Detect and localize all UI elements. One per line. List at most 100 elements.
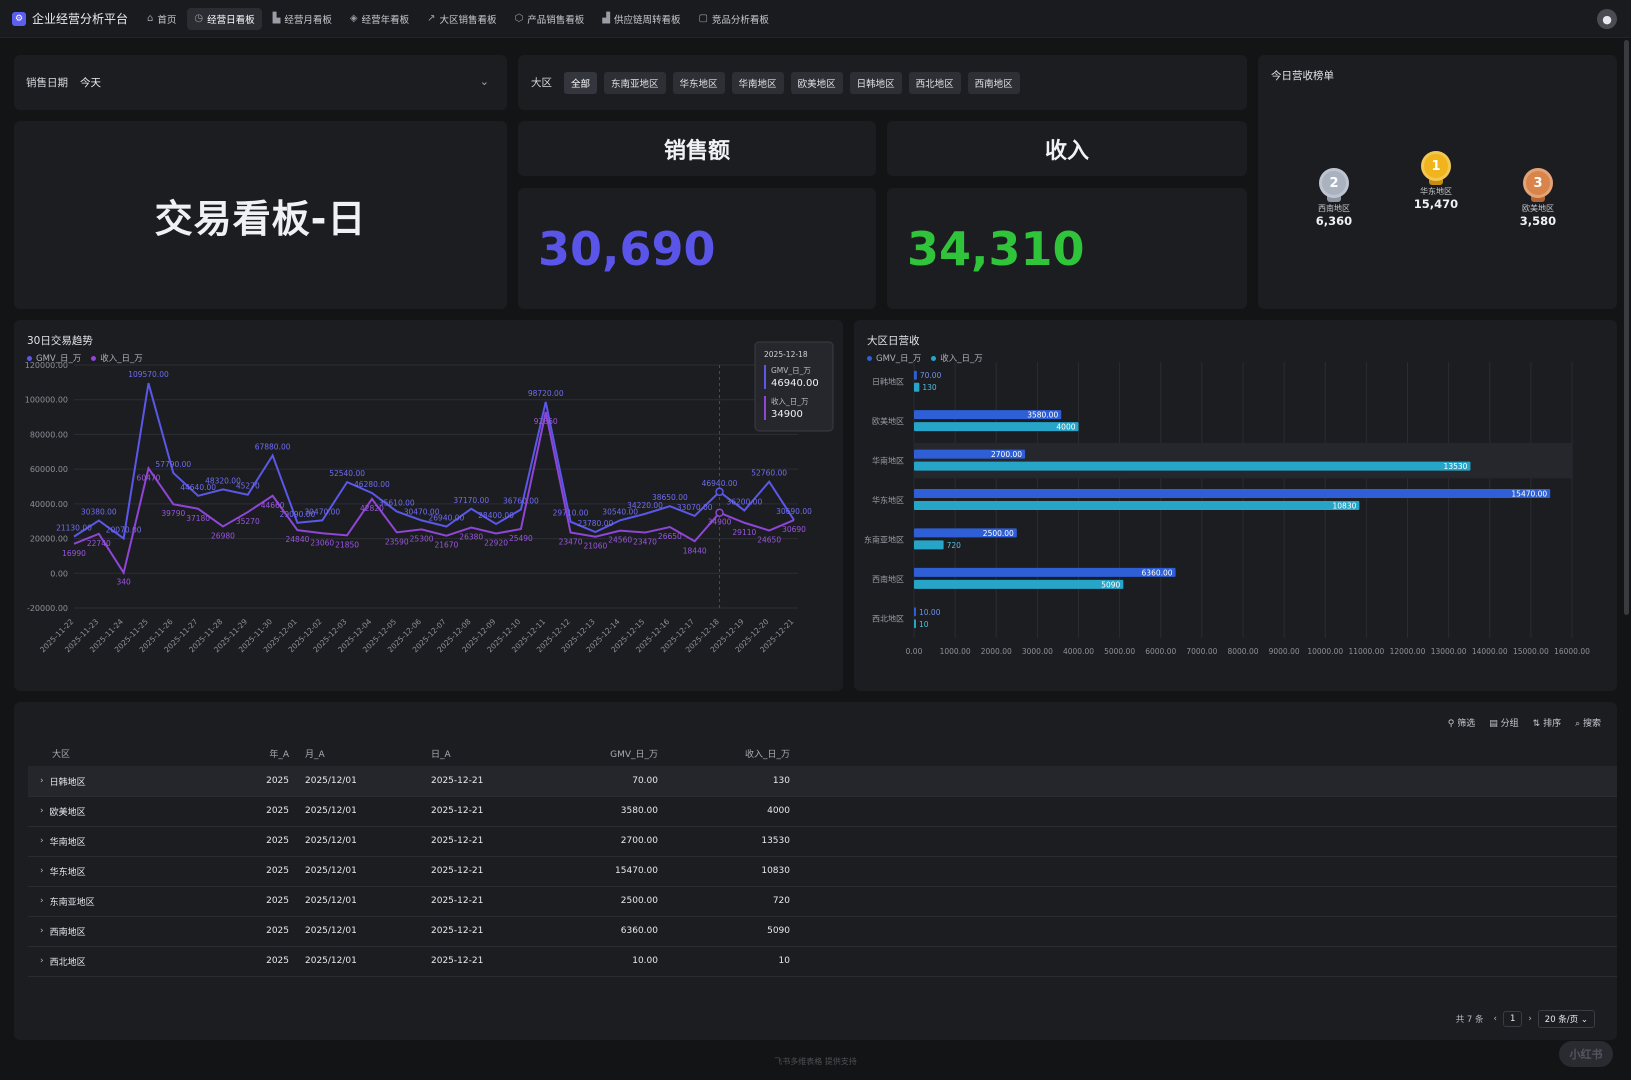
region-chip-jpkr[interactable]: 日韩地区 (849, 71, 902, 94)
income-data-label: 23590 (385, 537, 409, 546)
nav-region-sales[interactable]: ↗ 大区销售看板 (420, 8, 503, 30)
income-bar[interactable] (914, 579, 1124, 589)
rank-third: 3 欧美地区 3,580 (1498, 168, 1578, 228)
rank-second-number: 2 (1329, 175, 1339, 191)
nav-region-label: 大区销售看板 (439, 14, 497, 26)
legend-gmv[interactable]: GMV_日_万 (27, 352, 81, 364)
table-row[interactable]: › 欧美地区 2025 2025/12/01 2025-12-21 3580.00 4000 (28, 796, 1617, 827)
nav-home[interactable]: ⌂ 首页 (140, 8, 183, 30)
x-tick-label: 3000.00 (1022, 647, 1053, 656)
prev-page-icon[interactable]: ‹ (1493, 1014, 1497, 1024)
nav-monthly-dashboard[interactable]: ▙ 经营月看板 (266, 8, 339, 30)
gmv-bar[interactable] (914, 607, 916, 617)
cell-gmv: 2700.00 (620, 836, 658, 846)
nav-product-sales[interactable]: ⬡ 产品销售看板 (507, 8, 591, 30)
gmv-data-label: 38650.00 (652, 493, 688, 502)
trend-line-chart[interactable]: 120000.00 100000.00 80000.00 60000.00 40000.… (14, 320, 843, 691)
table-row[interactable]: › 华东地区 2025 2025/12/01 2025-12-21 15470.00 108… (28, 856, 1617, 887)
table-row[interactable]: › 华南地区 2025 2025/12/01 2025-12-21 2700.00 1353… (28, 826, 1617, 857)
group-button[interactable]: ▤ 分组 (1489, 716, 1518, 729)
income-bar[interactable] (914, 540, 944, 550)
page-size-select[interactable]: 20 条/页 ⌄ (1537, 1010, 1595, 1028)
chevron-down-icon[interactable]: ⌄ (479, 75, 489, 88)
sales-date-filter[interactable]: 销售日期 今天 ⌄ (14, 55, 507, 110)
legend-income[interactable]: 收入_日_万 (91, 352, 143, 364)
expand-chevron-icon[interactable]: › (40, 806, 44, 816)
col-day[interactable]: 日_A (431, 749, 451, 760)
nav-competitor[interactable]: ▢ 竞品分析看板 (691, 8, 775, 30)
income-bar[interactable] (914, 461, 1471, 471)
income-data-label: 18440 (683, 546, 707, 555)
region-chip-northwest[interactable]: 西北地区 (908, 71, 961, 94)
x-tick-label: 1000.00 (940, 647, 971, 656)
nav-yearly-dashboard[interactable]: ◈ 经营年看板 (343, 8, 416, 30)
gmv-hover-point (715, 487, 724, 497)
table-row[interactable]: › 西北地区 2025 2025/12/01 2025-12-21 10.00 10 (28, 946, 1617, 977)
col-month[interactable]: 月_A (305, 749, 325, 760)
bar-legend-gmv[interactable]: GMV_日_万 (867, 352, 921, 364)
table-row[interactable]: › 日韩地区 2025 2025/12/01 2025-12-21 70.00 130 (28, 766, 1617, 797)
group-icon: ▤ (1489, 719, 1501, 729)
nav-daily-dashboard[interactable]: ◷ 经营日看板 (187, 7, 262, 30)
region-chip-south[interactable]: 华南地区 (731, 71, 784, 94)
expand-chevron-icon[interactable]: › (40, 776, 44, 786)
gmv-bar[interactable] (914, 410, 1062, 420)
x-tick-label: 11000.00 (1348, 647, 1384, 656)
x-tick-label: 4000.00 (1063, 647, 1094, 656)
expand-chevron-icon[interactable]: › (40, 866, 44, 876)
expand-chevron-icon[interactable]: › (40, 926, 44, 936)
dashboard-title: 交易看板-日 (154, 196, 367, 241)
current-page[interactable]: 1 (1502, 1011, 1523, 1027)
gmv-bar[interactable] (914, 567, 1176, 577)
cell-month: 2025/12/01 (305, 776, 357, 786)
income-bar[interactable] (914, 422, 1079, 432)
bar-legend-income[interactable]: 收入_日_万 (931, 352, 983, 364)
gmv-bar[interactable] (914, 528, 1017, 538)
income-bar[interactable] (914, 619, 916, 629)
cell-gmv: 2500.00 (620, 896, 658, 906)
gmv-bar[interactable] (914, 370, 917, 380)
expand-chevron-icon[interactable]: › (40, 956, 44, 966)
region-chip-east[interactable]: 华东地区 (672, 71, 725, 94)
col-income[interactable]: 收入_日_万 (744, 749, 790, 760)
user-avatar-icon[interactable]: ● (1597, 9, 1617, 29)
expand-chevron-icon[interactable]: › (40, 896, 44, 906)
bar-legend-dot-gmv (867, 355, 872, 361)
income-bar[interactable] (914, 501, 1360, 510)
tooltip-gmv-label: GMV_日_万 (771, 366, 811, 375)
region-chip-sea[interactable]: 东南亚地区 (604, 71, 666, 94)
y-category-label: 日韩地区 (872, 377, 904, 387)
total-count: 共 7 条 (1455, 1015, 1484, 1025)
income-bar[interactable] (914, 382, 920, 392)
next-page-icon[interactable]: › (1528, 1014, 1532, 1024)
sales-kpi-header: 销售额 (518, 121, 876, 176)
rank-first-region: 华东地区 (1420, 187, 1452, 196)
income-data-label: 37180 (186, 514, 210, 523)
sort-button[interactable]: ⇅ 排序 (1533, 716, 1561, 729)
region-bar-chart[interactable]: 0.00 1000.00 2000.00 3000.00 4000.00 5000.00 6… (854, 320, 1617, 691)
col-gmv[interactable]: GMV_日_万 (610, 749, 658, 760)
region-chip-euam[interactable]: 欧美地区 (790, 71, 843, 94)
col-region[interactable]: 大区 (52, 749, 71, 760)
gmv-bar-label: 2500.00 (983, 529, 1014, 538)
region-chip-all[interactable]: 全部 (564, 71, 598, 94)
nav-supply-chain[interactable]: ▟ 供应链周转看板 (595, 8, 687, 30)
table-row[interactable]: › 西南地区 2025 2025/12/01 2025-12-21 6360.00 5090 (28, 916, 1617, 947)
gmv-bar[interactable] (914, 489, 1551, 498)
tooltip-income-label: 收入_日_万 (771, 396, 809, 406)
table-row[interactable]: › 东南亚地区 2025 2025/12/01 2025-12-21 2500.00 720 (28, 886, 1617, 917)
bar-legend-gmv-label: GMV_日_万 (876, 354, 922, 364)
bar-chart-legend: GMV_日_万 收入_日_万 (867, 352, 993, 364)
col-year[interactable]: 年_A (269, 749, 289, 760)
region-chip-southwest[interactable]: 西南地区 (967, 71, 1020, 94)
gmv-bar[interactable] (914, 449, 1026, 459)
income-kpi-label: 收入 (1044, 138, 1089, 164)
expand-chevron-icon[interactable]: › (40, 836, 44, 846)
rank-third-region: 欧美地区 (1522, 204, 1554, 213)
page-scrollbar[interactable] (1624, 40, 1629, 615)
search-button[interactable]: ⌕ 搜索 (1575, 716, 1601, 729)
income-data-label: 24650 (757, 536, 781, 545)
cell-gmv: 70.00 (632, 776, 658, 786)
filter-button[interactable]: ⚲ 筛选 (1448, 716, 1475, 729)
app-logo[interactable]: ⚙ 企业经营分析平台 (12, 10, 128, 27)
